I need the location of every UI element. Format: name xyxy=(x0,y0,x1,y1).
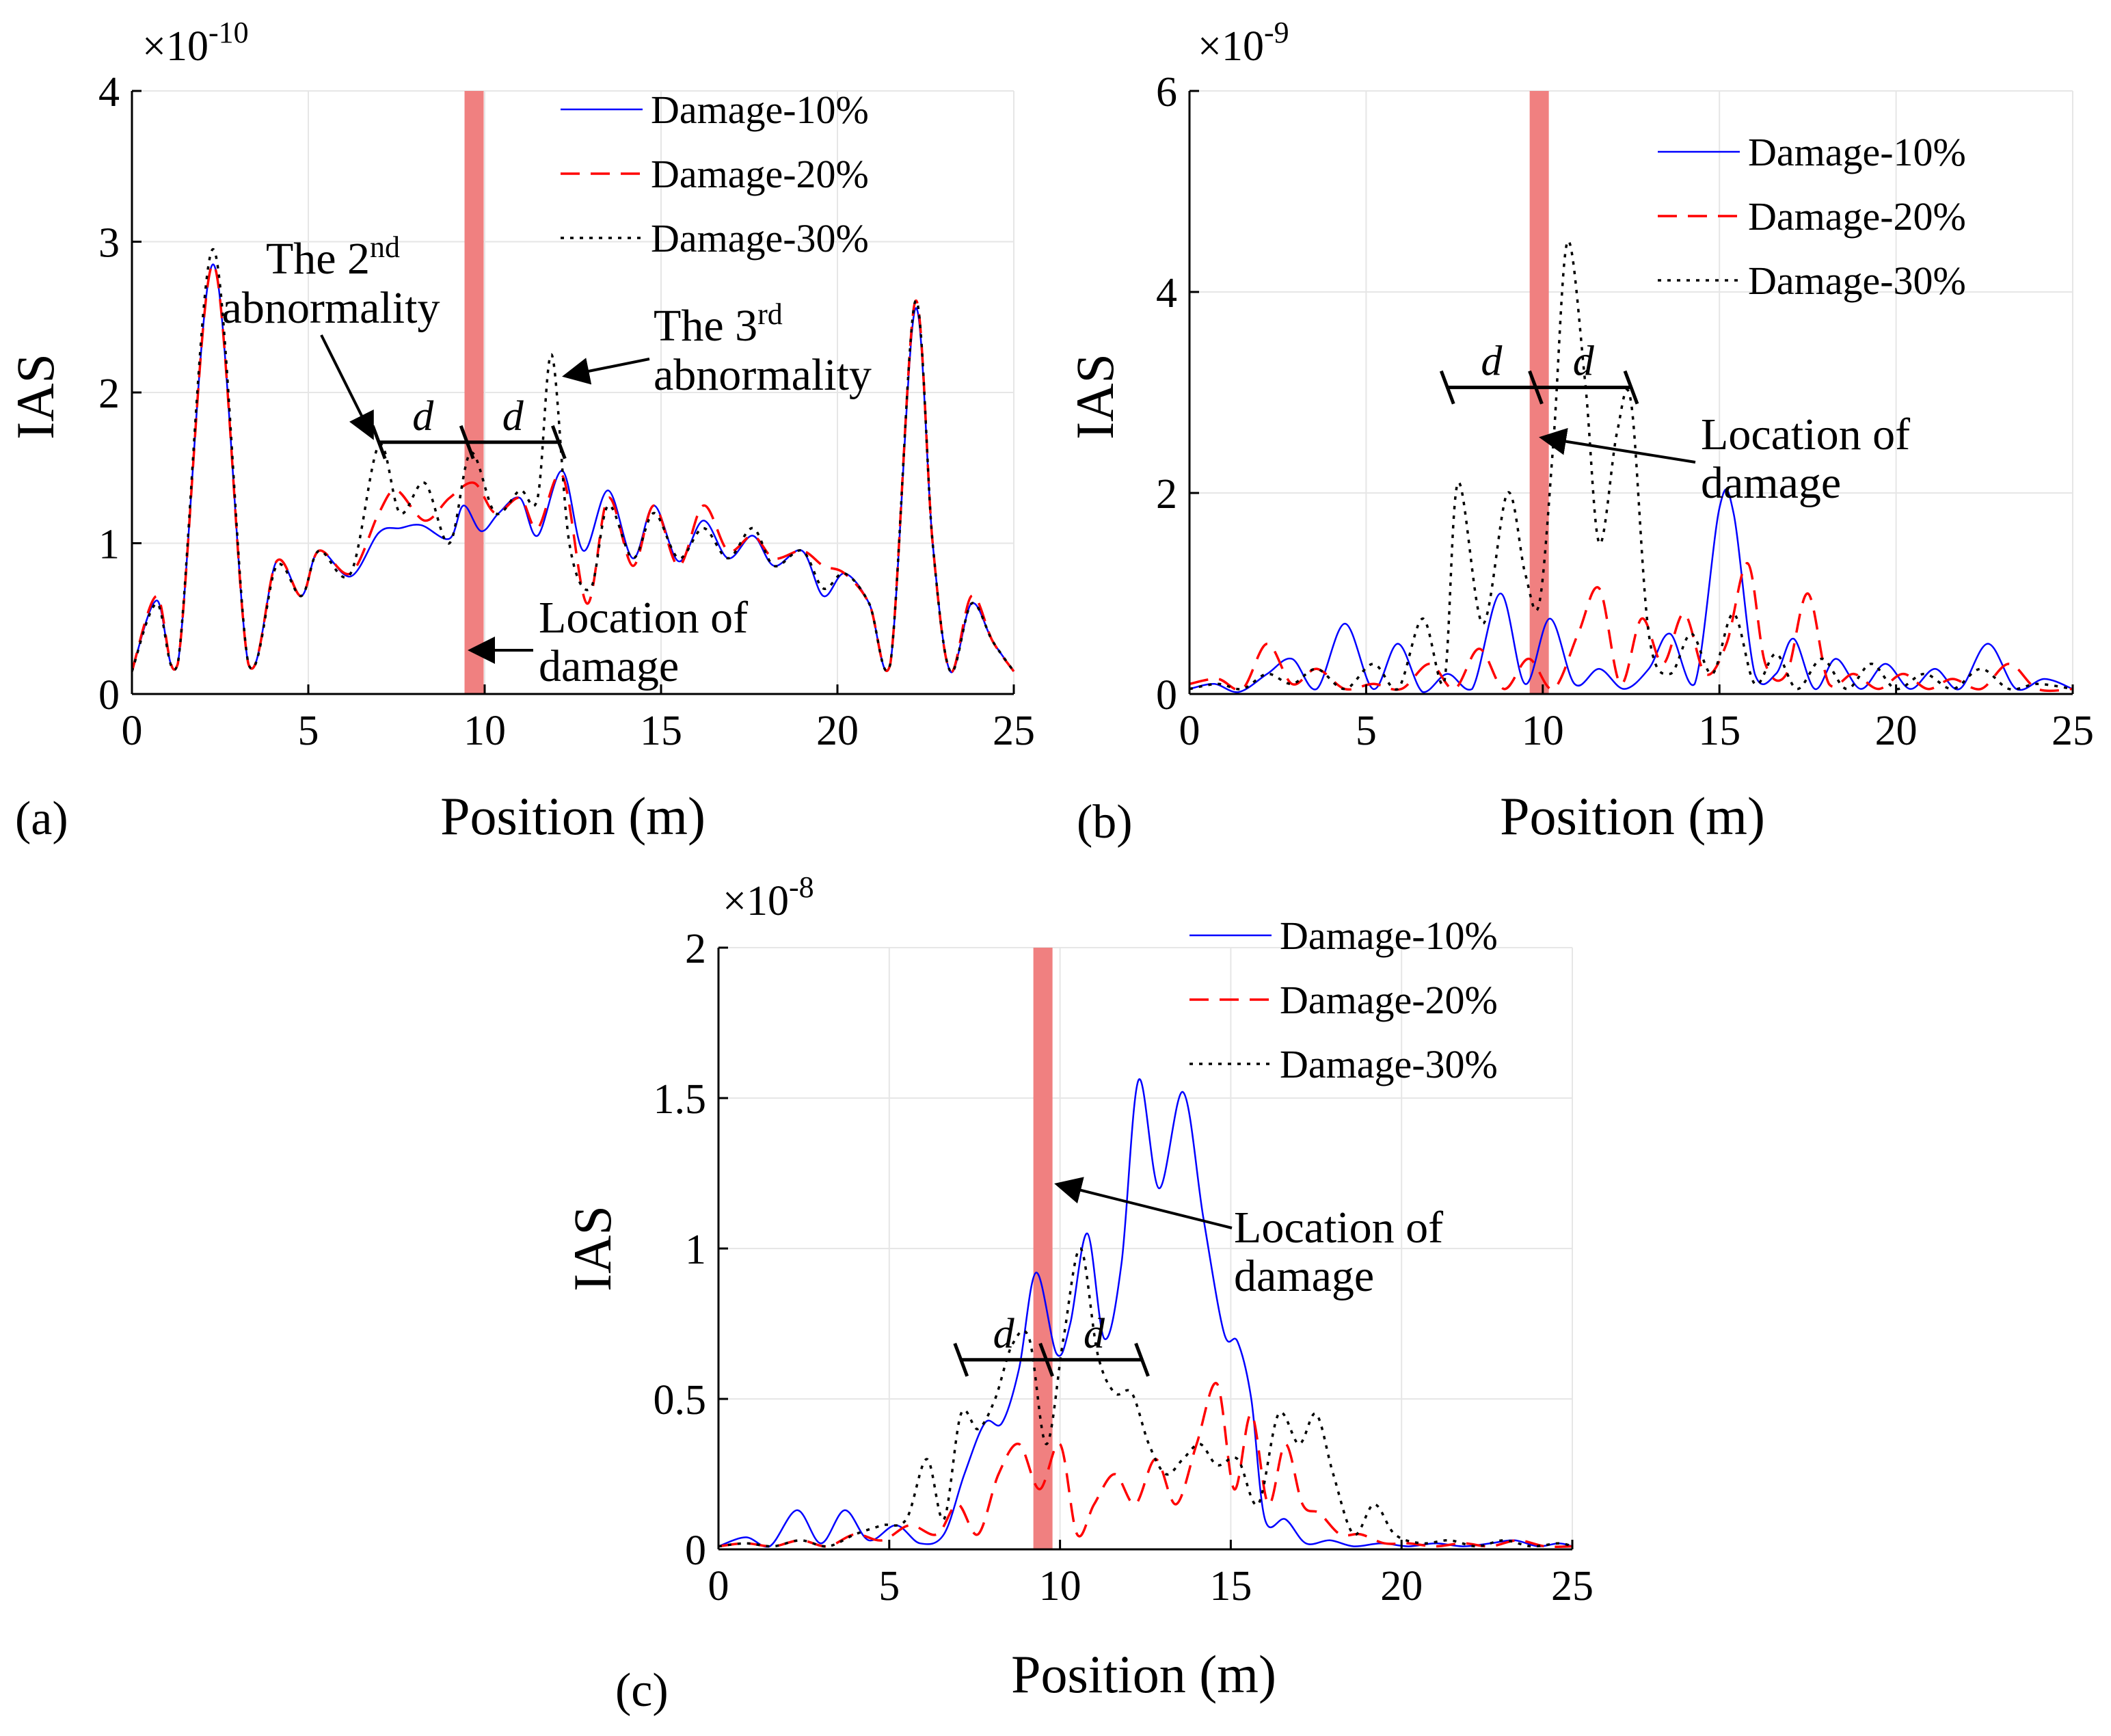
d-label-right: d xyxy=(1573,338,1595,385)
arrow-third-abnormality xyxy=(562,358,650,385)
d-span-tick xyxy=(1038,1342,1054,1377)
y-axis-label: IAS xyxy=(1065,353,1125,440)
annotation-third-abnormality-2: abnormality xyxy=(654,350,872,400)
annotation-location-of-damage-2: damage xyxy=(539,641,679,691)
d-label-right: d xyxy=(502,393,524,440)
x-tick-label: 15 xyxy=(1698,708,1740,754)
x-tick-label: 15 xyxy=(1209,1563,1252,1610)
series-line-2 xyxy=(718,1382,1573,1548)
d-span-tick xyxy=(371,425,387,459)
y-tick-label: 6 xyxy=(1156,69,1177,116)
x-axis-label: Position (m) xyxy=(440,786,705,846)
x-tick-label: 10 xyxy=(463,708,506,754)
d-span-tick xyxy=(551,425,567,459)
x-tick-label: 10 xyxy=(1039,1563,1081,1610)
legend-label-2: Damage-20% xyxy=(651,152,869,196)
annotation-location-of-damage: Location of xyxy=(1234,1203,1443,1253)
annotation-location-of-damage-2: damage xyxy=(1701,458,1841,508)
legend-label-2: Damage-20% xyxy=(1280,978,1498,1022)
x-tick-label: 5 xyxy=(298,708,319,754)
d-span-tick xyxy=(953,1342,969,1377)
d-span-tick xyxy=(459,425,475,459)
arrow-location-of-damage xyxy=(1054,1177,1233,1229)
x-axis-label: Position (m) xyxy=(1011,1644,1276,1704)
y-tick-label: 3 xyxy=(98,220,120,267)
annotation-location-of-damage: Location of xyxy=(1701,410,1910,459)
y-tick-label: 2 xyxy=(1156,471,1177,518)
legend-label-3: Damage-30% xyxy=(651,216,869,261)
arrow-second-abnormality xyxy=(320,334,374,440)
arrow-location-of-damage xyxy=(1539,427,1696,464)
y-tick-label: 2 xyxy=(685,926,706,972)
series-line-3 xyxy=(1189,239,2073,691)
x-axis-label: Position (m) xyxy=(1500,786,1765,846)
y-tick-label: 0.5 xyxy=(654,1377,707,1424)
y-tick-label: 4 xyxy=(1156,270,1177,317)
panel-label: (a) xyxy=(15,792,68,845)
series-line-1 xyxy=(718,1078,1573,1548)
damage-location-band xyxy=(1033,948,1053,1549)
legend-label-1: Damage-10% xyxy=(1280,913,1498,958)
legend-label-3: Damage-30% xyxy=(1280,1042,1498,1086)
x-tick-label: 5 xyxy=(1356,708,1377,754)
y-tick-label: 1 xyxy=(685,1227,706,1273)
y-tick-label: 1.5 xyxy=(654,1076,707,1123)
x-tick-label: 25 xyxy=(2052,708,2094,754)
x-tick-label: 20 xyxy=(1875,708,1918,754)
annotation-second-abnormality-2: abnormality xyxy=(222,283,440,333)
series-line-3 xyxy=(718,1247,1573,1548)
x-tick-label: 0 xyxy=(122,708,143,754)
legend-label-3: Damage-30% xyxy=(1748,258,1966,303)
legend-label-1: Damage-10% xyxy=(651,88,869,132)
x-tick-label: 10 xyxy=(1522,708,1564,754)
y-axis-label: IAS xyxy=(5,353,65,440)
panel-label: (b) xyxy=(1077,796,1133,849)
series-line-2 xyxy=(131,263,1015,673)
annotation-third-abnormality: The 3rd xyxy=(654,297,783,351)
chart-panel-3: 0 5 10 15 20 25 0 0.5 1 1.5 2 ×10-8 Position (m) IAS (… xyxy=(563,870,1594,1717)
legend-label-2: Damage-20% xyxy=(1748,194,1966,239)
series-line-3 xyxy=(131,248,1015,673)
axis-exponent: ×10-8 xyxy=(723,870,814,924)
d-span-tick xyxy=(1134,1342,1150,1377)
chart-panel-1: 0 5 10 15 20 25 0 1 2 3 4 ×10-10 Position (m) IAS (a) D… xyxy=(5,16,1035,846)
x-tick-label: 25 xyxy=(1551,1563,1594,1610)
axis-exponent: ×10-10 xyxy=(142,16,249,70)
x-tick-label: 15 xyxy=(640,708,682,754)
x-tick-label: 0 xyxy=(1179,708,1200,754)
series-line-2 xyxy=(1189,562,2073,693)
x-tick-label: 20 xyxy=(1380,1563,1423,1610)
annotation-location-of-damage: Location of xyxy=(539,593,748,643)
annotation-location-of-damage-2: damage xyxy=(1234,1251,1374,1301)
panel-label: (c) xyxy=(615,1664,669,1717)
y-tick-label: 4 xyxy=(98,69,120,116)
y-tick-label: 0 xyxy=(685,1527,706,1574)
series-line-1 xyxy=(1189,488,2073,693)
x-tick-label: 25 xyxy=(993,708,1035,754)
y-tick-label: 2 xyxy=(98,371,120,417)
axis-exponent: ×10-9 xyxy=(1198,16,1289,70)
y-axis-label: IAS xyxy=(563,1205,622,1292)
d-label-right: d xyxy=(1084,1311,1105,1357)
y-tick-label: 0 xyxy=(98,672,120,719)
d-span-tick xyxy=(1623,370,1639,405)
d-label-left: d xyxy=(993,1311,1015,1357)
x-tick-label: 20 xyxy=(816,708,859,754)
y-tick-label: 1 xyxy=(98,522,120,568)
damage-location-band xyxy=(464,91,484,694)
x-tick-label: 5 xyxy=(878,1563,900,1610)
d-label-left: d xyxy=(412,393,434,440)
d-span-tick xyxy=(1528,370,1544,405)
annotation-second-abnormality: The 2nd xyxy=(266,230,400,284)
chart-panel-2: 0 5 10 15 20 25 0 2 4 6 ×10-9 Position (m) IAS (b) Dam… xyxy=(1065,16,2094,849)
x-tick-label: 0 xyxy=(708,1563,729,1610)
y-tick-label: 0 xyxy=(1156,672,1177,719)
d-label-left: d xyxy=(1481,338,1503,385)
d-span-tick xyxy=(1439,370,1455,405)
legend-label-1: Damage-10% xyxy=(1748,130,1966,174)
